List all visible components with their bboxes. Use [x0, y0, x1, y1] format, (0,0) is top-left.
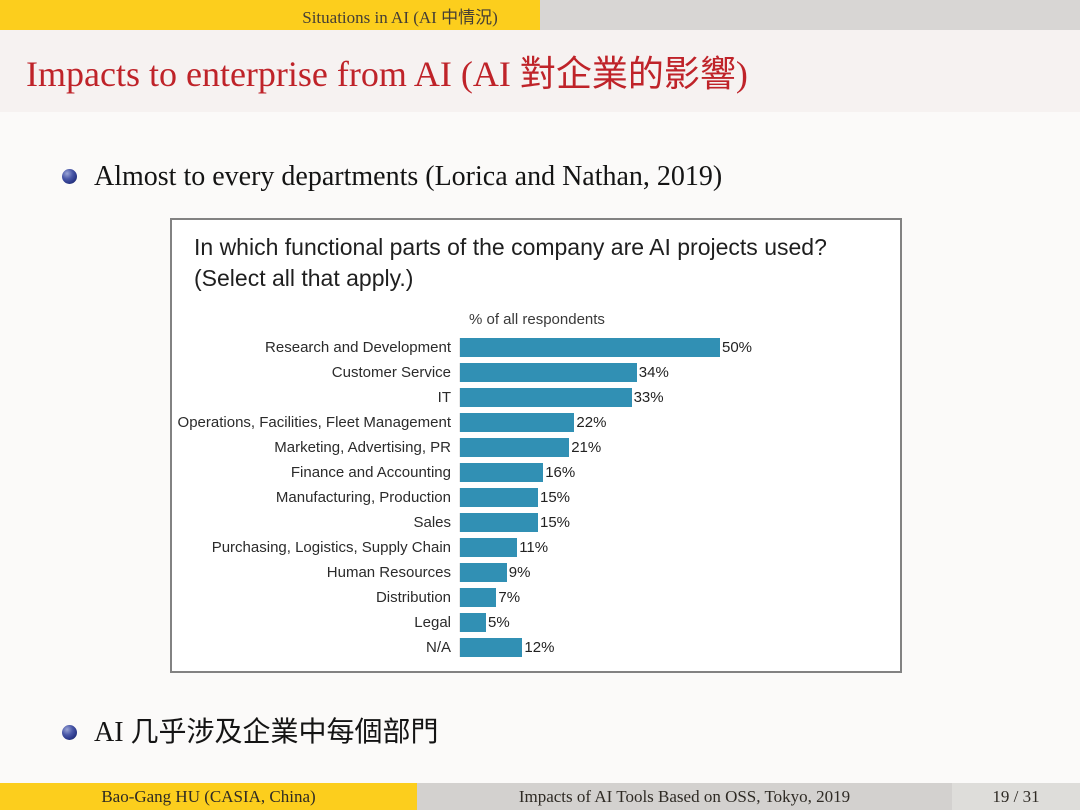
chart-bar: [460, 588, 497, 607]
chart-row-label: Legal: [414, 614, 451, 631]
chart-row-label: Finance and Accounting: [290, 464, 451, 481]
top-nav-bar: Situations in AI (AI 中情況): [0, 0, 1080, 30]
chart-bar: [460, 363, 637, 382]
chart-bar-area: 50%: [459, 338, 900, 357]
chart-row-label: Sales: [413, 514, 451, 531]
section-label: Situations in AI (AI 中情況): [302, 7, 498, 27]
chart-bar: [460, 338, 720, 357]
chart-bar-value: 50%: [722, 339, 753, 356]
chart-bar-area: 9%: [459, 563, 900, 582]
bullet-ball-icon: [62, 725, 77, 740]
chart-bar-area: 33%: [459, 388, 900, 407]
chart-row: IT 33%: [172, 385, 900, 410]
chart-row-label: Purchasing, Logistics, Supply Chain: [211, 539, 451, 556]
chart-bar-value: 15%: [540, 514, 571, 531]
chart-bar-area: 7%: [459, 588, 900, 607]
chart-row-label: IT: [437, 389, 451, 406]
frame-title: Impacts to enterprise from AI (AI 對企業的影響…: [26, 54, 748, 94]
chart-row: Legal 5%: [172, 610, 900, 635]
chart-row: Research and Development 50%: [172, 335, 900, 360]
top-nav-section-area: [0, 0, 540, 30]
chart-row: N/A 12%: [172, 635, 900, 660]
chart-row-label: Distribution: [375, 589, 451, 606]
chart-bar-value: 22%: [576, 414, 607, 431]
chart-rows: Research and Development 50% Customer Serv…: [172, 335, 900, 660]
chart-bar: [460, 488, 538, 507]
chart-bar-area: 21%: [459, 438, 900, 457]
chart-row: Customer Service 34%: [172, 360, 900, 385]
bullet-item-1: Almost to every departments (Lorica and …: [62, 158, 722, 196]
chart-bar: [460, 413, 575, 432]
frame-title-band: Impacts to enterprise from AI (AI 對企業的影響…: [0, 30, 1080, 112]
chart-row: Purchasing, Logistics, Supply Chain 11%: [172, 535, 900, 560]
chart-bar: [460, 538, 518, 557]
bullet-ball-icon: [62, 169, 77, 184]
chart-bar: [460, 388, 632, 407]
chart-bar-value: 11%: [519, 539, 549, 556]
chart-title-line1: In which functional parts of the company…: [194, 234, 827, 260]
footer-page-number: 19 / 31: [952, 783, 1080, 810]
chart-row-label: N/A: [425, 639, 451, 656]
chart-bar-value: 15%: [540, 489, 571, 506]
chart-row-label: Human Resources: [326, 564, 451, 581]
chart-bar-value: 16%: [545, 464, 576, 481]
chart-row: Operations, Facilities, Fleet Management…: [172, 410, 900, 435]
chart-figure: In which functional parts of the company…: [170, 218, 902, 673]
chart-row: Distribution 7%: [172, 585, 900, 610]
chart-bar: [460, 438, 570, 457]
chart-bar-area: 16%: [459, 463, 900, 482]
chart-bar-value: 12%: [524, 639, 555, 656]
chart-bar-value: 7%: [498, 589, 521, 606]
chart-row: Finance and Accounting 16%: [172, 460, 900, 485]
footer: Bao-Gang HU (CASIA, China) Impacts of AI…: [0, 783, 1080, 810]
chart-bar-area: 11%: [459, 538, 900, 557]
chart-title: In which functional parts of the company…: [194, 232, 880, 294]
bullet-item-2: AI 几乎涉及企業中每個部門: [62, 714, 439, 752]
bullet-text: Almost to every departments (Lorica and …: [94, 161, 723, 192]
chart-bar: [460, 563, 507, 582]
chart-bar: [460, 613, 486, 632]
chart-row: Marketing, Advertising, PR 21%: [172, 435, 900, 460]
chart-bar-area: 34%: [459, 363, 900, 382]
chart-row-label: Manufacturing, Production: [275, 489, 451, 506]
chart-row-label: Marketing, Advertising, PR: [274, 439, 451, 456]
chart-bar: [460, 638, 523, 657]
chart-bar-area: 15%: [459, 513, 900, 532]
bullet-text: AI 几乎涉及企業中每個部門: [94, 717, 439, 748]
chart-bar-area: 15%: [459, 488, 900, 507]
chart-row: Human Resources 9%: [172, 560, 900, 585]
chart-bar-area: 5%: [459, 613, 900, 632]
chart-bar-value: 21%: [571, 439, 602, 456]
chart-row: Manufacturing, Production 15%: [172, 485, 900, 510]
chart-bar: [460, 513, 538, 532]
chart-row: Sales 15%: [172, 510, 900, 535]
chart-title-line2: (Select all that apply.): [194, 265, 414, 291]
footer-author: Bao-Gang HU (CASIA, China): [0, 783, 417, 810]
footer-event-title: Impacts of AI Tools Based on OSS, Tokyo,…: [417, 783, 952, 810]
chart-row-label: Research and Development: [265, 339, 451, 356]
chart-bar-value: 33%: [633, 389, 664, 406]
chart-row-label: Customer Service: [331, 364, 451, 381]
chart-row-label: Operations, Facilities, Fleet Management: [177, 414, 451, 431]
chart-bar-area: 12%: [459, 638, 900, 657]
chart-bar-value: 34%: [638, 364, 669, 381]
chart-bar-value: 9%: [508, 564, 531, 581]
chart-bar-value: 5%: [488, 614, 510, 631]
chart-bar-area: 22%: [459, 413, 900, 432]
chart-bar: [460, 463, 544, 482]
chart-axis-label: % of all respondents: [469, 311, 605, 328]
